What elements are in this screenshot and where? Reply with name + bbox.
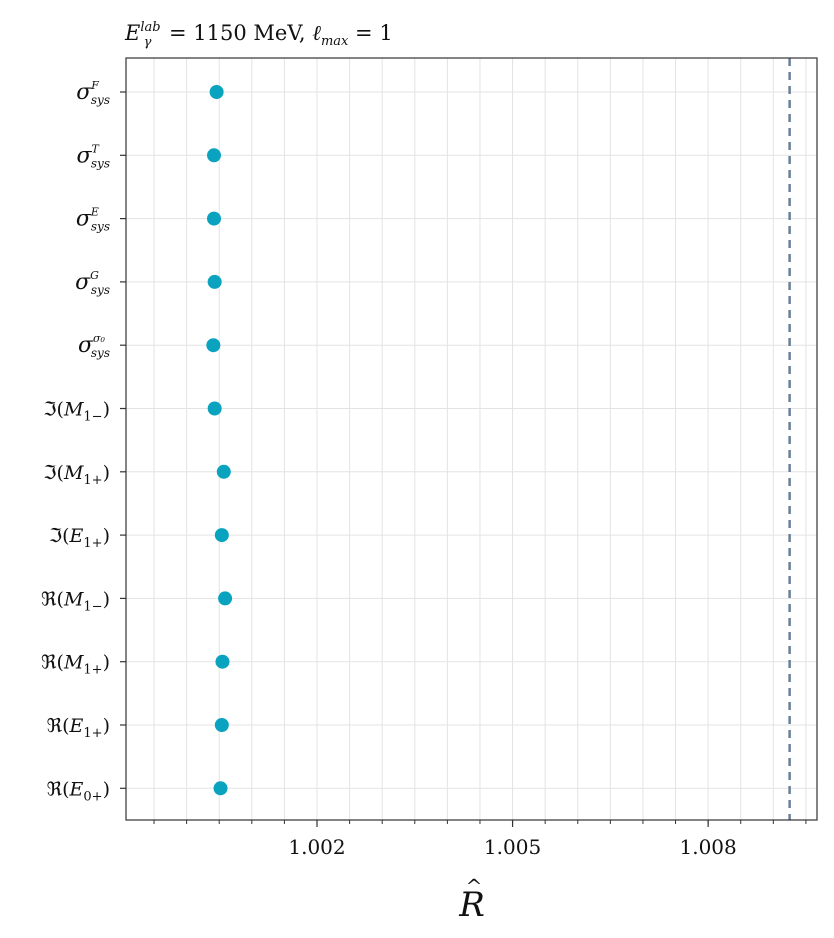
y-tick-label: ℜ(M1−) <box>41 588 110 614</box>
data-point <box>215 654 230 669</box>
grid <box>126 58 817 820</box>
x-tick-label: 1.005 <box>484 835 541 859</box>
data-point <box>207 274 222 289</box>
data-points <box>206 85 233 796</box>
data-point <box>206 338 221 353</box>
y-tick-label: ℑ(M1−) <box>43 399 110 425</box>
x-tick-labels: 1.002 1.005 1.008 <box>288 835 736 859</box>
y-tick-label: ℑ(M1+) <box>43 462 110 488</box>
x-axis-label-hat: ^ <box>466 874 483 898</box>
plot-frame <box>125 57 818 821</box>
x-tick-label: 1.002 <box>288 835 345 859</box>
y-tick-label: ℑ(E1+) <box>49 525 110 551</box>
data-point <box>214 528 229 543</box>
data-point <box>214 718 229 732</box>
data-point <box>213 781 228 796</box>
data-point <box>207 211 222 226</box>
data-point <box>216 464 231 479</box>
x-axis-label: R <box>458 885 485 925</box>
x-tick-label: 1.008 <box>680 835 737 859</box>
data-point <box>207 401 222 416</box>
y-tick-label: ℜ(E0+) <box>47 778 110 804</box>
data-point <box>207 148 222 163</box>
axis-ticks <box>120 91 807 827</box>
chart-title: Elab γ = 1150 MeV, ℓmax = 1 <box>124 20 393 50</box>
y-tick-label: ℜ(E1+) <box>47 715 110 741</box>
data-point <box>209 85 224 99</box>
y-tick-label: ℜ(M1+) <box>41 652 110 678</box>
data-point <box>218 591 233 606</box>
